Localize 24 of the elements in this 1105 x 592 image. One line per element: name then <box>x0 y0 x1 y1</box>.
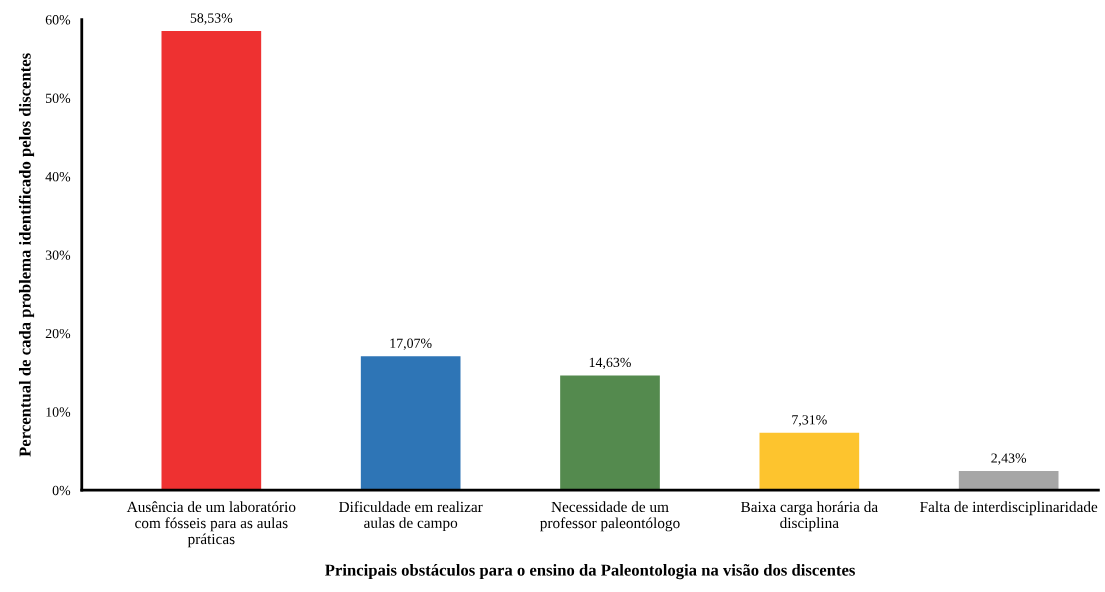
x-axis-title: Principais obstáculos para o ensino da Paleontologia na visão dos discentes <box>325 563 855 580</box>
x-tick-label: Falta de interdisciplinaridade <box>920 501 1098 516</box>
bar <box>958 471 1059 491</box>
y-tick-label: 20% <box>45 328 71 339</box>
x-tick-label: Ausência de um laboratório com fósseis para as aulas práticas <box>126 501 296 548</box>
bar <box>759 432 860 491</box>
x-tick-label: Necessidade de um professor paleontólogo <box>540 501 680 532</box>
data-label: 2,43% <box>991 453 1027 465</box>
data-label: 7,31% <box>792 415 827 427</box>
data-label: 14,63% <box>589 357 631 370</box>
bar <box>360 356 461 491</box>
y-tick-label: 10% <box>46 407 71 417</box>
y-tick-label: 0% <box>52 485 71 496</box>
data-label: 58,53% <box>190 13 233 25</box>
y-tick-label: 50% <box>46 93 71 103</box>
y-axis-title: Percentual de cada problema identificado pelos discentes <box>18 53 35 457</box>
y-tick-label: 60% <box>45 15 71 25</box>
x-tick-label: Baixa carga horária da disciplina <box>740 501 878 532</box>
data-label: 17,07% <box>390 338 432 350</box>
x-tick-label: Dificuldade em realizar aulas de campo <box>339 501 483 532</box>
y-tick-label: 40% <box>45 172 71 182</box>
y-tick-label: 30% <box>45 250 71 260</box>
bar <box>161 31 262 491</box>
bar <box>560 375 660 491</box>
